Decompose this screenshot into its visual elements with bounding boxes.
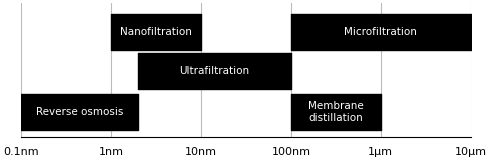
Text: Nanofiltration: Nanofiltration bbox=[120, 27, 192, 37]
Text: Ultrafiltration: Ultrafiltration bbox=[179, 66, 249, 76]
Text: Microfiltration: Microfiltration bbox=[344, 27, 417, 37]
Text: Reverse osmosis: Reverse osmosis bbox=[36, 107, 123, 117]
Text: Membrane
distillation: Membrane distillation bbox=[308, 101, 364, 123]
